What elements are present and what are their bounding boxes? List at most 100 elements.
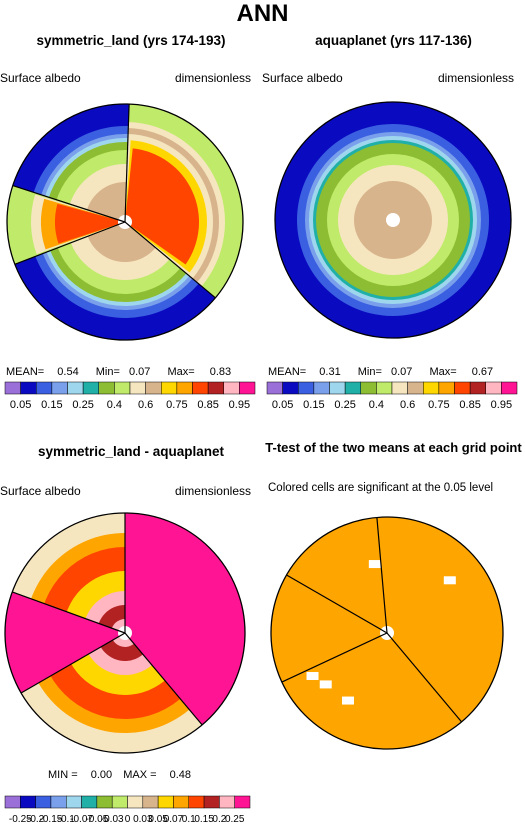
- map-outline: [6, 103, 244, 341]
- colorbar-swatch-1: [282, 381, 299, 395]
- colorbar-swatch-11: [438, 381, 455, 395]
- panel1-min-label: Min=: [95, 366, 120, 378]
- colorbar-label-11: 0.1: [182, 814, 196, 825]
- nonsignificant-cell-3: [443, 576, 456, 585]
- colorbar-swatch-12: [192, 381, 209, 395]
- panel2-stats: MEAN= 0.31 Min= 0.07 Max= 0.67: [268, 366, 493, 378]
- colorbar-label-4: 0.6: [400, 399, 415, 411]
- colorbar-label-6: 0.85: [197, 399, 218, 411]
- boundary-3: [14, 221, 126, 265]
- colorbar-swatch-1: [20, 381, 37, 395]
- colorbar-label-3: 0.4: [369, 399, 384, 411]
- colorbar-swatch-4: [66, 795, 82, 809]
- panel3-units-label: dimensionless: [174, 484, 251, 498]
- colorbar-swatch-12: [188, 795, 205, 809]
- boundary-4: [124, 221, 216, 299]
- panel1-max-label: Max=: [167, 366, 195, 378]
- panel3-title: symmetric_land - aquaplanet: [37, 444, 225, 459]
- colorbar-swatch-5: [82, 381, 99, 395]
- colorbar-label-3: 0.4: [107, 399, 122, 411]
- colorbar-swatch-1: [20, 795, 36, 809]
- colorbar-swatch-8: [391, 381, 408, 395]
- map-outline: [4, 512, 246, 754]
- colorbar-swatch-6: [96, 795, 113, 809]
- colorbar-swatch-0: [4, 381, 21, 395]
- colorbar-label-8: 0.03: [133, 814, 153, 825]
- boundary-4: [124, 632, 203, 726]
- colorbar-swatch-3: [50, 795, 67, 809]
- panel2-max-value: 0.67: [471, 366, 494, 378]
- colorbar-label-9: 0.05: [148, 814, 168, 825]
- land-a-diff: [125, 513, 246, 725]
- panel1-polar-map: [6, 103, 244, 341]
- colorbar-label-2: 0.25: [72, 399, 93, 411]
- boundary-2: [12, 184, 126, 223]
- colorbar-swatch-10: [157, 795, 174, 809]
- panel4-title: T-test of the two means at each grid poi…: [265, 440, 522, 455]
- colorbar-swatch-15: [501, 381, 518, 395]
- colorbar-label-2: 0.25: [334, 399, 355, 411]
- panel3-colorbar: -0.25-0.2-0.15-0.1-0.07-0.05-0.03 0 0.030.…: [4, 795, 251, 825]
- boundary-1: [124, 104, 130, 223]
- panel2-mean-label: MEAN=: [268, 366, 307, 378]
- colorbar-swatch-3: [51, 381, 68, 395]
- colorbar-swatch-2: [298, 381, 315, 395]
- colorbar-label-2: -0.15: [40, 814, 63, 825]
- colorbar-label-12: 0.15: [194, 814, 214, 825]
- colorbar-label-1: 0.15: [303, 399, 324, 411]
- colorbar-label-6: -0.03: [101, 814, 124, 825]
- colorbar-swatch-0: [4, 795, 21, 809]
- colorbar-label-0: 0.05: [10, 399, 31, 411]
- colorbar-label-5: 0.75: [166, 399, 187, 411]
- colorbar-label-1: -0.2: [27, 814, 45, 825]
- colorbar-swatch-2: [36, 381, 53, 395]
- panel3-variable-label: Surface albedo: [0, 484, 81, 498]
- panel3-min-value: 0.00: [90, 769, 113, 781]
- panel1-title: symmetric_land (yrs 174-193): [36, 33, 226, 48]
- panel2-colorbar: 0.05 0.15 0.25 0.4 0.6 0.75 0.85 0.95: [266, 381, 518, 411]
- panel2-units-label: dimensionless: [437, 71, 514, 85]
- colorbar-label-5: -0.05: [85, 814, 108, 825]
- colorbar-swatch-11: [173, 795, 189, 809]
- colorbar-swatch-14: [485, 381, 502, 395]
- colorbar-label-7: 0.95: [491, 399, 512, 411]
- colorbar-label-7: 0: [125, 814, 131, 825]
- panel3-stats: MIN = 0.00 MAX = 0.48: [48, 769, 191, 781]
- colorbar-label-7: 0.95: [229, 399, 250, 411]
- colorbar-swatch-9: [142, 795, 159, 809]
- map-outline: [274, 101, 512, 339]
- panel2-title: aquaplanet (yrs 117-136): [315, 33, 472, 48]
- colorbar-swatch-8: [129, 381, 146, 395]
- colorbar-swatch-13: [203, 795, 220, 809]
- colorbar-label-0: -0.25: [9, 814, 32, 825]
- colorbar-label-5: 0.75: [428, 399, 449, 411]
- colorbar-swatch-4: [329, 381, 346, 395]
- panel2-min-label: Min=: [357, 366, 382, 378]
- land-a-red: [125, 148, 199, 265]
- pole-hole: [386, 213, 400, 227]
- panel1-mean-value: 0.54: [57, 366, 79, 378]
- nonsignificant-cell-2: [368, 560, 381, 569]
- colorbar-swatch-6: [98, 381, 115, 395]
- colorbar-label-4: -0.07: [70, 814, 93, 825]
- panel3-min-label: MIN =: [48, 769, 78, 781]
- colorbar-swatch-5: [81, 795, 98, 809]
- panel1-max-value: 0.83: [209, 366, 232, 378]
- panel1-stats: MEAN= 0.54 Min= 0.07 Max= 0.83: [6, 366, 231, 378]
- colorbar-swatch-7: [111, 795, 128, 809]
- colorbar-swatch-11: [176, 381, 193, 395]
- panel1-colorbar: 0.05 0.15 0.25 0.4 0.6 0.75 0.85 0.95: [4, 381, 256, 411]
- boundary-3: [281, 632, 388, 683]
- boundary-4: [386, 632, 463, 723]
- colorbar-swatch-14: [219, 795, 235, 809]
- nonsignificant-cell-4: [306, 672, 319, 680]
- boundary-3: [20, 632, 126, 694]
- colorbar-label-3: -0.1: [58, 814, 76, 825]
- colorbar-swatch-0: [266, 381, 283, 395]
- colorbar-swatch-9: [145, 381, 162, 395]
- colorbar-label-6: 0.85: [459, 399, 480, 411]
- colorbar-swatch-12: [454, 381, 471, 395]
- colorbar-swatch-5: [344, 381, 361, 395]
- colorbar-label-0: 0.05: [272, 399, 293, 411]
- colorbar-swatch-2: [35, 795, 52, 809]
